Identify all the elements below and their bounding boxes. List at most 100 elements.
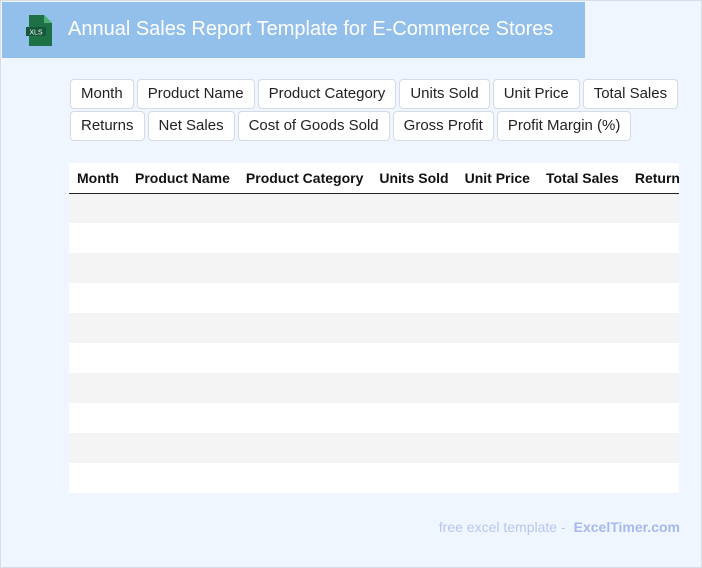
table-cell[interactable] <box>537 283 627 313</box>
table-cell[interactable] <box>626 403 679 433</box>
table-cell[interactable] <box>626 193 679 223</box>
table-cell[interactable] <box>456 403 538 433</box>
table-cell[interactable] <box>537 403 627 433</box>
table-cell[interactable] <box>69 313 127 343</box>
table-cell[interactable] <box>537 433 627 463</box>
table-cell[interactable] <box>456 223 538 253</box>
table-cell[interactable] <box>626 463 679 493</box>
column-header: Units Sold <box>371 163 457 194</box>
table-cell[interactable] <box>237 343 372 373</box>
table-cell[interactable] <box>126 463 238 493</box>
table-cell[interactable] <box>537 343 627 373</box>
column-tag[interactable]: Units Sold <box>399 79 490 109</box>
table-cell[interactable] <box>626 313 679 343</box>
table-cell[interactable] <box>626 373 679 403</box>
table-header-row: Month Product Name Product Category Units S… <box>69 163 679 194</box>
table-cell[interactable] <box>69 343 127 373</box>
table-row <box>69 223 679 253</box>
table-cell[interactable] <box>537 193 627 223</box>
table-row <box>69 283 679 313</box>
table-cell[interactable] <box>626 253 679 283</box>
table-cell[interactable] <box>69 283 127 313</box>
xls-file-icon: XLS <box>26 15 52 46</box>
column-tag[interactable]: Gross Profit <box>392 111 494 141</box>
footer: free excel template - ExcelTimer.com <box>439 519 680 535</box>
table-cell[interactable] <box>126 283 238 313</box>
table-cell[interactable] <box>371 403 457 433</box>
table-cell[interactable] <box>69 463 127 493</box>
column-tag[interactable]: Cost of Goods Sold <box>237 111 390 141</box>
table-cell[interactable] <box>69 433 127 463</box>
table-cell[interactable] <box>126 343 238 373</box>
footer-text: free excel template - <box>438 519 566 535</box>
table-cell[interactable] <box>237 463 372 493</box>
table-cell[interactable] <box>371 343 457 373</box>
table-cell[interactable] <box>456 193 538 223</box>
table-cell[interactable] <box>371 283 457 313</box>
table-cell[interactable] <box>126 433 238 463</box>
table-row <box>69 403 679 433</box>
table-cell[interactable] <box>626 283 679 313</box>
table-cell[interactable] <box>371 463 457 493</box>
footer-brand-link[interactable]: ExcelTimer.com <box>573 519 680 535</box>
column-tag[interactable]: Product Category <box>257 79 397 109</box>
column-tag[interactable]: Total Sales <box>582 79 679 109</box>
table-cell[interactable] <box>371 253 457 283</box>
table-cell[interactable] <box>237 283 372 313</box>
table-cell[interactable] <box>456 463 538 493</box>
table-cell[interactable] <box>126 313 238 343</box>
table-cell[interactable] <box>371 223 457 253</box>
table-cell[interactable] <box>456 373 538 403</box>
table-cell[interactable] <box>237 433 372 463</box>
table-cell[interactable] <box>371 373 457 403</box>
table-cell[interactable] <box>237 193 372 223</box>
table-cell[interactable] <box>69 193 127 223</box>
table-cell[interactable] <box>537 313 627 343</box>
column-tag[interactable]: Product Name <box>136 79 255 109</box>
column-tag[interactable]: Profit Margin (%) <box>496 111 632 141</box>
table-cell[interactable] <box>126 403 238 433</box>
column-tag[interactable]: Net Sales <box>147 111 235 141</box>
table-cell[interactable] <box>237 373 372 403</box>
column-header: Month <box>69 163 127 194</box>
table-cell[interactable] <box>537 253 627 283</box>
column-tag[interactable]: Returns <box>70 111 145 141</box>
table-cell[interactable] <box>69 253 127 283</box>
header-banner: XLS Annual Sales Report Template for E-C… <box>2 2 585 58</box>
table-cell[interactable] <box>69 373 127 403</box>
table-cell[interactable] <box>69 223 127 253</box>
table-cell[interactable] <box>456 283 538 313</box>
data-table: Month Product Name Product Category Units S… <box>69 163 679 494</box>
table-cell[interactable] <box>537 463 627 493</box>
table-cell[interactable] <box>626 343 679 373</box>
column-tag[interactable]: Month <box>70 79 134 109</box>
table-cell[interactable] <box>456 313 538 343</box>
table-cell[interactable] <box>371 193 457 223</box>
column-header: Unit Price <box>456 163 538 194</box>
table-cell[interactable] <box>537 373 627 403</box>
svg-text:XLS: XLS <box>29 30 43 37</box>
table-cell[interactable] <box>237 313 372 343</box>
table-cell[interactable] <box>126 223 238 253</box>
table-row <box>69 313 679 343</box>
table-cell[interactable] <box>626 433 679 463</box>
table-cell[interactable] <box>126 193 238 223</box>
table-cell[interactable] <box>456 253 538 283</box>
table-cell[interactable] <box>126 253 238 283</box>
column-header: Product Category <box>237 163 372 194</box>
table-cell[interactable] <box>237 403 372 433</box>
table-cell[interactable] <box>126 373 238 403</box>
table-cell[interactable] <box>456 433 538 463</box>
column-header: Returns <box>626 163 679 194</box>
table-cell[interactable] <box>371 313 457 343</box>
table-row <box>69 193 679 223</box>
table-cell[interactable] <box>69 403 127 433</box>
table-cell[interactable] <box>237 223 372 253</box>
table-cell[interactable] <box>237 253 372 283</box>
table-cell[interactable] <box>626 223 679 253</box>
column-tag[interactable]: Unit Price <box>492 79 580 109</box>
table-cell[interactable] <box>371 433 457 463</box>
table-cell[interactable] <box>537 223 627 253</box>
table-cell[interactable] <box>456 343 538 373</box>
